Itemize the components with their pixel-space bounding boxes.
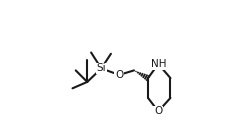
Text: Si: Si <box>96 63 106 73</box>
Text: O: O <box>115 70 123 80</box>
Text: NH: NH <box>151 59 167 69</box>
Text: O: O <box>154 106 162 116</box>
